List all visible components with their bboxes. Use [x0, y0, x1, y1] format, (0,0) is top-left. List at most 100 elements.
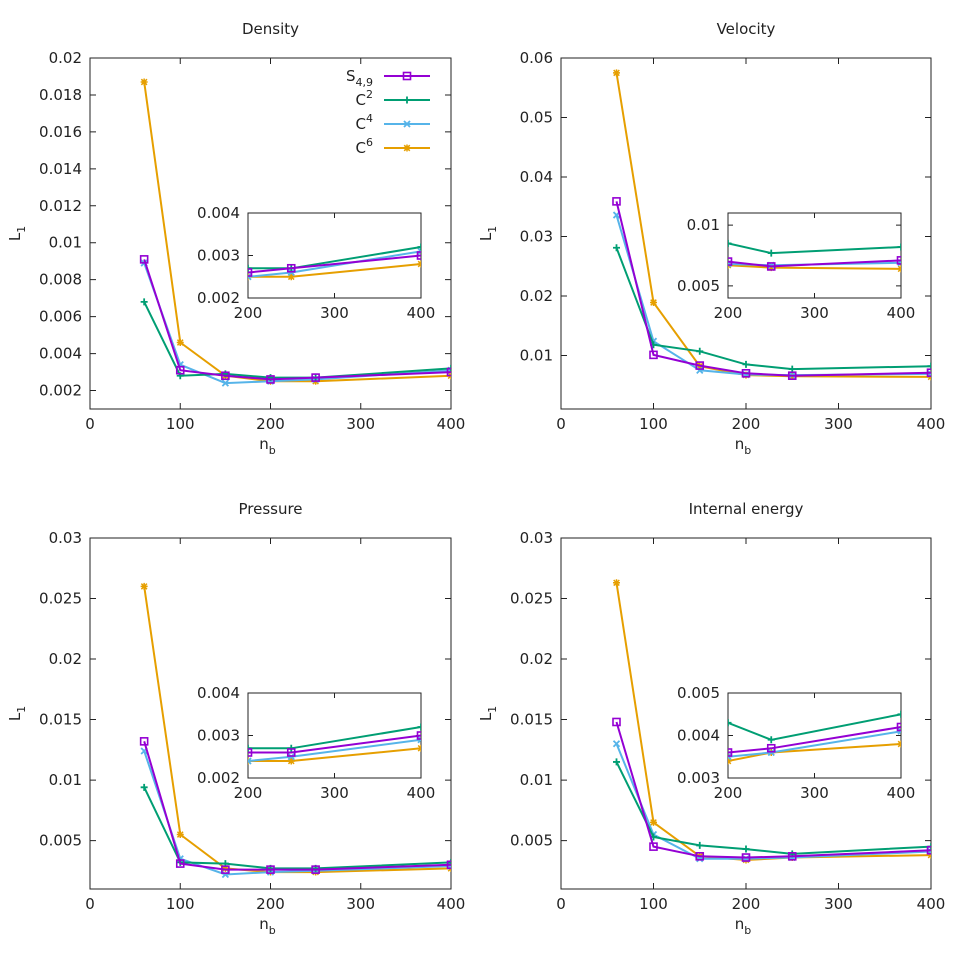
- data-point-1-0: [140, 298, 148, 306]
- y-tick-label: 0.014: [39, 160, 82, 178]
- data-point-0-5: [446, 860, 451, 870]
- x-axis-label-main: n: [735, 435, 745, 453]
- x-tick-label: 400: [917, 895, 946, 913]
- x-tick-label: 300: [824, 895, 853, 913]
- x-axis-label-sub: b: [269, 924, 276, 937]
- inset-y-tick-label: 0.004: [197, 204, 240, 222]
- data-point-0-3: [728, 257, 733, 266]
- inset-plot: 200 300 400 0.002 0.003 0.004: [197, 204, 435, 322]
- chart-title: Internal energy: [689, 500, 804, 518]
- y-axis-label: L1: [6, 706, 28, 721]
- data-point-2-5: [897, 727, 901, 735]
- y-axis-label-sub: 1: [486, 226, 499, 233]
- chart-title: Pressure: [238, 500, 302, 518]
- series-line-2: [143, 262, 451, 385]
- data-point-1-0: [613, 244, 620, 252]
- x-axis-label-main: n: [259, 915, 269, 933]
- x-axis-label-main: n: [735, 915, 745, 933]
- inset-x-tick-label: 400: [887, 304, 916, 322]
- inset-y-tick-label: 0.004: [677, 727, 720, 745]
- series-line-0: [143, 259, 451, 381]
- inset-y-tick-label: 0.003: [197, 727, 240, 745]
- series-line-0: [728, 259, 901, 268]
- legend-label-main: C: [356, 115, 366, 133]
- x-tick-label: 100: [166, 415, 195, 433]
- data-point-0-2: [695, 852, 705, 861]
- series-line-1: [728, 242, 901, 255]
- inset-x-tick-label: 300: [320, 304, 349, 322]
- y-tick-label: 0.006: [39, 308, 82, 326]
- inset-x-tick-label: 200: [234, 304, 263, 322]
- y-axis-label-main: L: [6, 232, 24, 241]
- data-point-0-4: [311, 373, 320, 382]
- series-line-2: [728, 730, 901, 758]
- x-tick-label: 300: [824, 415, 853, 433]
- data-point-3-5: [417, 260, 421, 268]
- data-point-0-2: [221, 865, 230, 874]
- legend-label-2: C4: [356, 112, 373, 133]
- series-line-1: [143, 301, 451, 379]
- data-point-3-1: [176, 831, 184, 839]
- inset-x-tick-label: 300: [320, 784, 349, 802]
- data-point-3-1: [176, 338, 184, 346]
- data-point-0-1: [649, 350, 658, 360]
- data-point-0-3: [741, 369, 751, 378]
- legend-marker-1: [403, 96, 411, 104]
- y-tick-label: 0.02: [520, 650, 553, 668]
- inset-plot: 200 300 400 0.003 0.004 0.005: [677, 684, 916, 802]
- data-point-0-5: [926, 845, 931, 855]
- chart-panel-1: 0 100 200 300 400 0.01 0.02 0.03 0.04 0.05 0.06 Vel…: [477, 20, 945, 457]
- x-tick-label: 0: [85, 415, 95, 433]
- inset-plot: 200 300 400 0.005 0.01: [677, 212, 916, 322]
- y-tick-label: 0.025: [510, 590, 553, 608]
- x-tick-label: 200: [256, 415, 285, 433]
- legend-label-sup: 4: [366, 112, 373, 125]
- x-axis-label: nb: [259, 435, 276, 457]
- inset-x-tick-label: 400: [887, 784, 916, 802]
- legend-label-main: C: [356, 139, 366, 157]
- y-tick-label: 0.015: [39, 711, 82, 729]
- chart-title: Velocity: [717, 20, 776, 38]
- y-axis-label-main: L: [6, 712, 24, 721]
- data-point-1-5: [417, 243, 421, 251]
- y-tick-label: 0.03: [520, 227, 553, 245]
- inset-x-tick-label: 200: [234, 784, 263, 802]
- data-point-0-4: [286, 748, 296, 757]
- data-point-0-4: [766, 743, 776, 753]
- legend-marker-2: [403, 120, 411, 128]
- data-point-1-3: [742, 845, 750, 853]
- series-line-1: [248, 726, 421, 750]
- inset-y-tick-label: 0.005: [677, 277, 720, 295]
- y-tick-label: 0.01: [49, 771, 82, 789]
- legend-label-sup: 2: [366, 88, 373, 101]
- data-point-0-4: [787, 371, 797, 380]
- inset-x-tick-label: 200: [714, 784, 743, 802]
- data-point-1-0: [140, 783, 148, 791]
- series-line-0: [615, 721, 931, 859]
- data-point-0-4: [787, 852, 797, 861]
- data-point-0-0: [612, 197, 621, 206]
- data-point-1-0: [613, 758, 620, 766]
- y-tick-label: 0.02: [49, 650, 82, 668]
- data-point-0-3: [741, 853, 751, 862]
- inset-y-tick-label: 0.002: [197, 769, 240, 787]
- data-point-1-2: [696, 347, 704, 355]
- data-point-3-1: [650, 299, 657, 307]
- data-point-0-3: [248, 268, 253, 277]
- data-point-3-4: [287, 273, 295, 281]
- data-point-2-3: [248, 757, 252, 765]
- series-group: [248, 243, 421, 281]
- inset-frame: [727, 212, 902, 299]
- data-point-0-1: [175, 859, 185, 868]
- legend-marker-3: [403, 144, 411, 152]
- legend-label-sub: 4,9: [356, 76, 374, 89]
- data-point-2-3: [248, 273, 252, 281]
- x-tick-label: 400: [437, 895, 466, 913]
- data-point-0-4: [311, 865, 320, 874]
- y-tick-label: 0.01: [520, 771, 553, 789]
- data-point-3-5: [417, 744, 421, 752]
- data-point-0-3: [728, 748, 733, 757]
- data-point-3-0: [140, 582, 148, 590]
- data-point-1-5: [897, 243, 901, 251]
